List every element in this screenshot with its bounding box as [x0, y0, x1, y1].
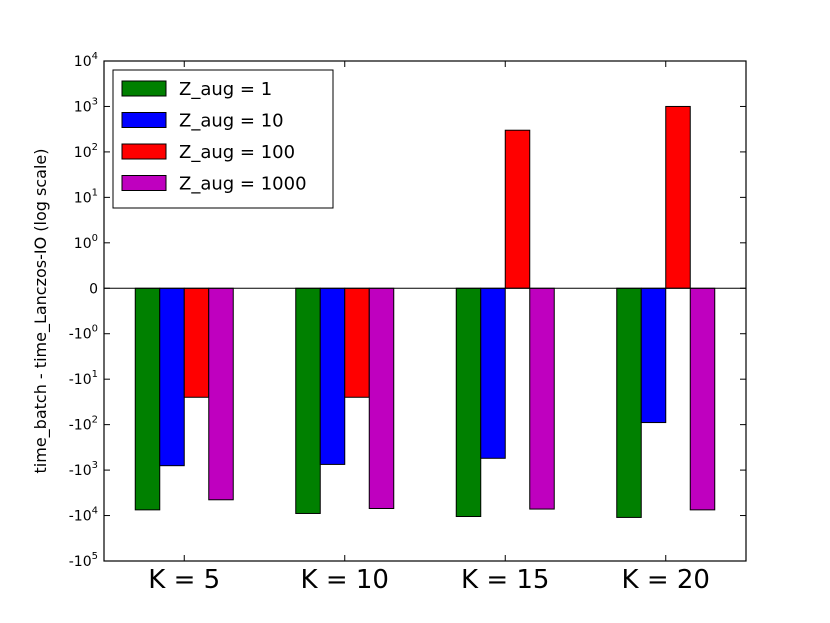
- bar-3-4: [665, 105, 691, 289]
- y-tick-label: 102: [74, 142, 98, 161]
- legend-swatch: [121, 175, 167, 191]
- legend-label: Z_aug = 1000: [179, 174, 307, 195]
- bar-1-1: [134, 287, 161, 511]
- y-tick-label: -100: [69, 324, 98, 343]
- x-category-label: K = 20: [622, 565, 710, 595]
- y-tick-label: -104: [69, 506, 98, 525]
- bar-3-3: [504, 129, 531, 289]
- y-tick-label: 104: [74, 51, 98, 70]
- x-category-label: K = 10: [301, 565, 389, 595]
- bar-4-2: [368, 287, 395, 510]
- bar-2-2: [319, 287, 346, 465]
- bar-2-4: [640, 287, 667, 424]
- bar-4-4: [689, 287, 716, 511]
- plot-frame: [103, 60, 747, 562]
- bar-1-4: [616, 287, 642, 518]
- legend-label: Z_aug = 10: [179, 111, 284, 132]
- y-tick-label: 100: [74, 233, 98, 252]
- legend-label: Z_aug = 100: [179, 142, 295, 163]
- y-tick-label: -103: [69, 460, 98, 479]
- y-axis-label: time_batch - time_Lanczos-IO (log scale): [31, 149, 51, 474]
- bar-4-3: [529, 287, 555, 510]
- legend-swatch: [121, 143, 167, 160]
- bar-2-1: [159, 287, 185, 467]
- x-axis: K = 5 K = 10 K = 15 K = 20: [148, 61, 710, 595]
- y-tick-label: 101: [74, 187, 98, 206]
- legend-swatch: [121, 112, 167, 128]
- legend-swatch: [121, 80, 167, 97]
- bar-3-1: [183, 287, 210, 398]
- bar-1-2: [295, 287, 321, 514]
- y-tick-label: -101: [69, 369, 98, 388]
- legend: Z_aug = 1 Z_aug = 10 Z_aug = 100 Z_aug = 10…: [112, 69, 334, 209]
- y-axis: 104 103 102 101 100 0 -100 -101 -102 -103 -104 -105: [69, 51, 746, 570]
- legend-label: Z_aug = 1: [179, 79, 272, 100]
- y-tick-label: -102: [69, 415, 98, 434]
- bar-1-3: [455, 287, 482, 518]
- x-category-label: K = 15: [461, 565, 549, 595]
- x-category-label: K = 5: [148, 565, 220, 595]
- bar-3-2: [344, 287, 370, 398]
- y-tick-label: -105: [69, 551, 98, 570]
- y-tick-label: 0: [89, 281, 98, 297]
- bar-2-3: [480, 287, 506, 459]
- bar-4-1: [208, 287, 234, 501]
- y-tick-label: 103: [74, 96, 98, 115]
